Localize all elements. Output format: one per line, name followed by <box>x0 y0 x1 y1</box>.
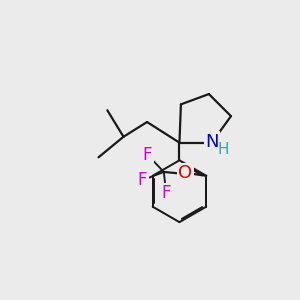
Text: F: F <box>138 171 147 189</box>
Text: F: F <box>143 146 152 164</box>
Text: O: O <box>178 164 192 182</box>
Text: H: H <box>217 142 229 157</box>
Text: N: N <box>206 133 219 151</box>
Text: F: F <box>161 184 171 202</box>
